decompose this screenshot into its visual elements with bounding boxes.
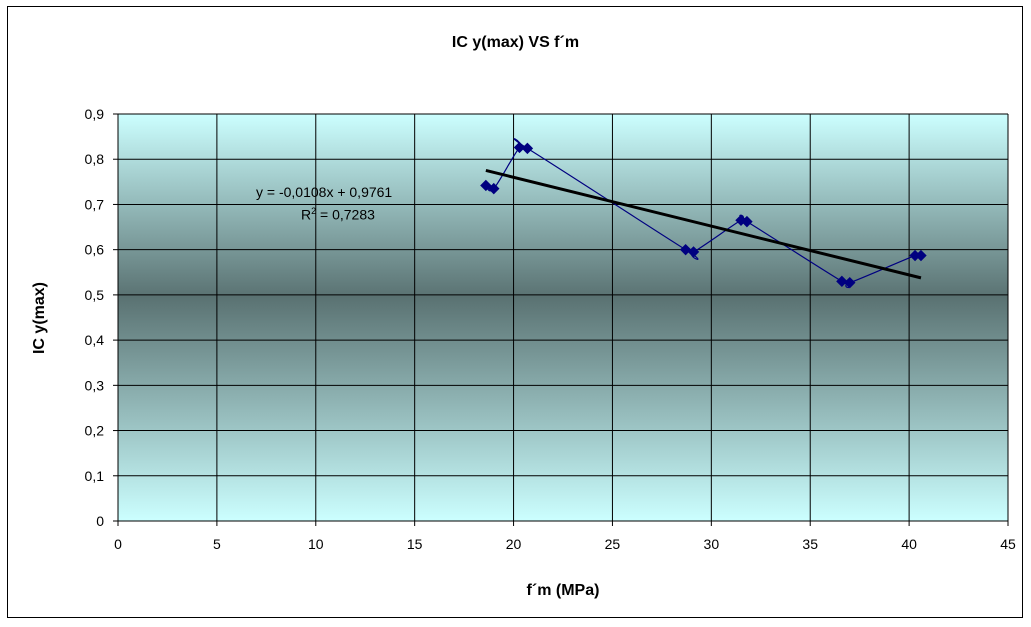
trendline-group xyxy=(485,168,922,280)
y-tick-label: 0,5 xyxy=(85,287,105,303)
y-tick-label: 0,6 xyxy=(85,242,105,258)
trendline-equation: y = -0,0108x + 0,9761 xyxy=(256,184,393,200)
data-point-marker xyxy=(521,142,534,155)
y-axis-label: IC y(max) xyxy=(31,281,48,355)
x-tick-label: 40 xyxy=(901,536,917,552)
y-tick-label: 0,3 xyxy=(85,377,105,393)
x-tick-label: 35 xyxy=(802,536,818,552)
x-tick-label: 45 xyxy=(1000,536,1016,552)
y-tick-label: 0,9 xyxy=(85,106,105,122)
y-tick-label: 0,2 xyxy=(85,423,105,439)
data-point-marker xyxy=(741,215,753,228)
x-axis-label: f´m (MPa) xyxy=(526,582,600,599)
axes xyxy=(117,114,1008,522)
data-point-marker xyxy=(687,246,700,258)
y-tick-label: 0,4 xyxy=(85,332,105,348)
x-tick-label: 30 xyxy=(704,536,720,552)
x-tick-label: 0 xyxy=(114,536,122,552)
y-tick-label: 0,1 xyxy=(85,468,105,484)
x-tick-label: 20 xyxy=(506,536,522,552)
x-tick-label: 15 xyxy=(407,536,423,552)
data-point-marker xyxy=(480,179,492,192)
trendline xyxy=(485,168,922,280)
r2-symbol: R xyxy=(301,206,312,223)
x-tick-label: 10 xyxy=(308,536,324,552)
data-point-marker xyxy=(836,275,848,288)
data-point-marker xyxy=(513,141,526,154)
data-point-marker xyxy=(844,276,856,289)
data-point-marker xyxy=(488,182,500,195)
plot-area xyxy=(118,114,1008,521)
y-tick-label: 0,7 xyxy=(85,196,105,212)
r2-superscript: 2 xyxy=(311,206,317,216)
x-tick-label: 5 xyxy=(213,536,221,552)
chart-title: IC y(max) VS f´m xyxy=(451,34,580,51)
tick-labels: 0 5 10 15 20 25 30 35 40 45 0 0,1 0,2 0,3 0,4 0,5 0,6 0,7… xyxy=(85,106,1016,552)
y-tick-label: 0,8 xyxy=(85,151,105,167)
x-tick-label: 25 xyxy=(605,536,621,552)
data-point-marker xyxy=(915,249,927,262)
gridlines xyxy=(118,113,1009,521)
series-group xyxy=(480,138,927,289)
trendline-r2: R2 = 0,7283 xyxy=(301,206,375,223)
r2-value: = 0,7283 xyxy=(316,206,375,223)
y-tick-label: 0 xyxy=(96,513,104,529)
